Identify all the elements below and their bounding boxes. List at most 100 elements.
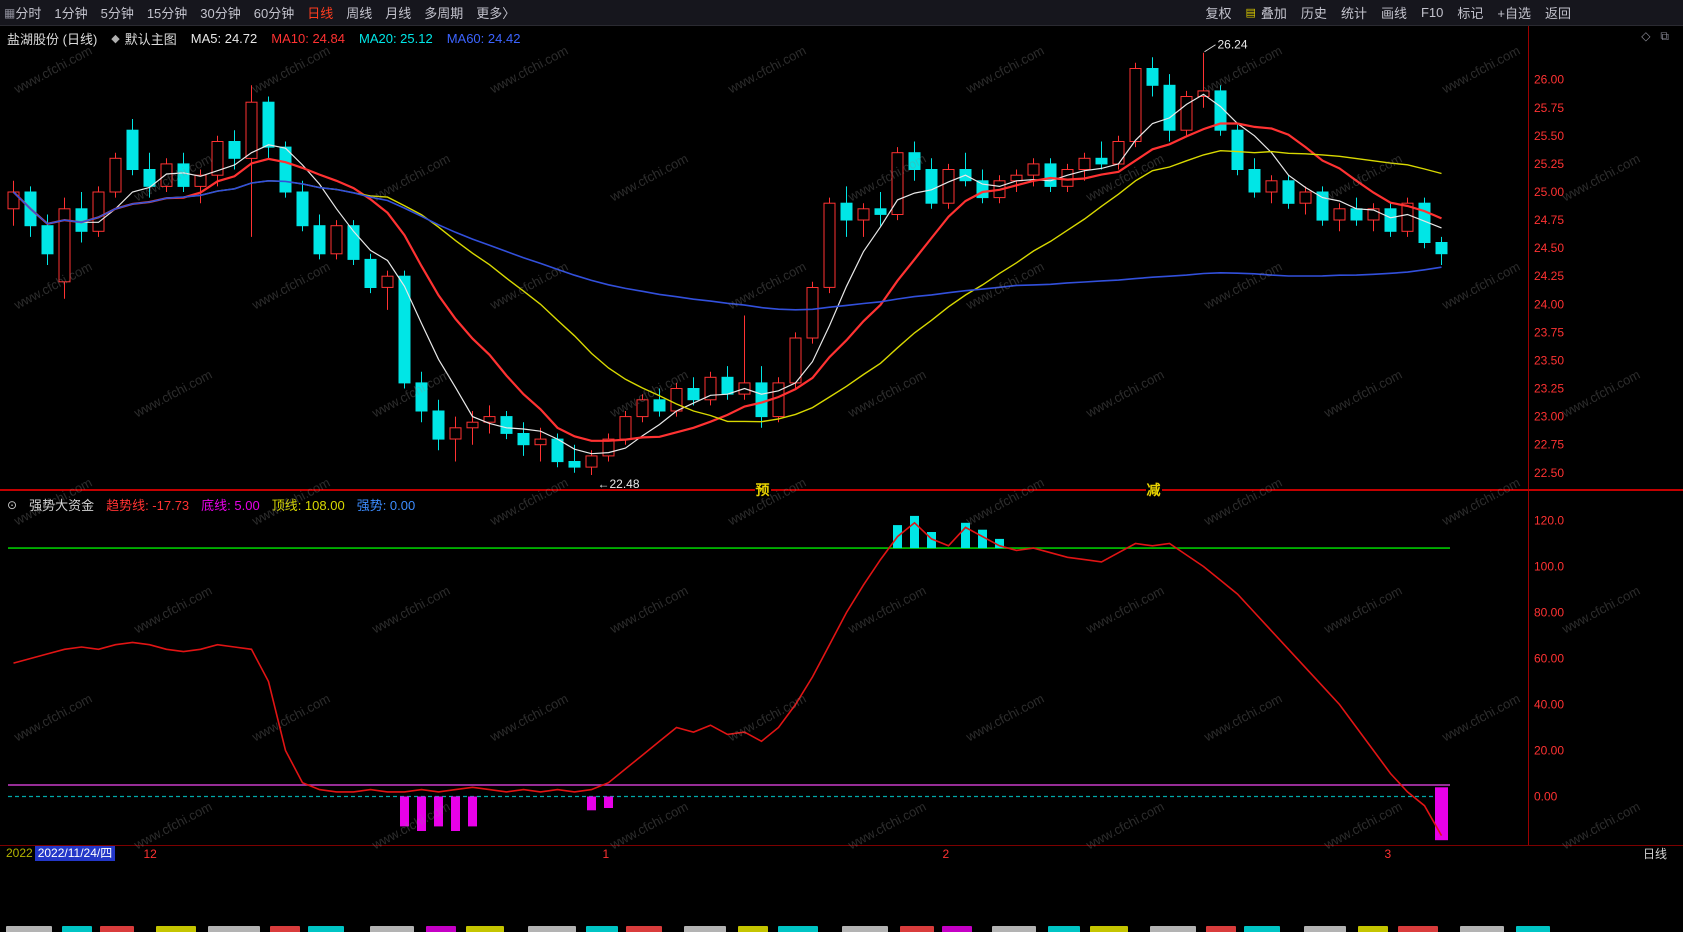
header-icons: ◇ ⧉ (1641, 29, 1669, 44)
indicator-tick: 120.0 (1534, 514, 1564, 528)
event-mark-减[interactable]: 减 (1145, 482, 1162, 498)
ticker-fragment-9 (466, 926, 504, 932)
menu-item-日线[interactable]: 日线 (307, 6, 334, 21)
ticker-fragment-25 (1304, 926, 1346, 932)
indicator-header: ⊙ 强势大资金 趋势线: -17.73 底线: 5.00 顶线: 108.00 强势:… (7, 495, 415, 514)
menu-item-复权[interactable]: 复权 (1205, 6, 1232, 21)
indicator-field-趋势线: 趋势线: -17.73 (106, 498, 190, 513)
ticker-fragment-18 (942, 926, 972, 932)
menu-item-画线[interactable]: 画线 (1380, 6, 1407, 21)
menu-item-周线[interactable]: 周线 (346, 6, 373, 21)
price-tick: 23.00 (1534, 410, 1564, 424)
inflow-bar (978, 529, 987, 549)
ticker-fragment-28 (1460, 926, 1504, 932)
ticker-fragment-3 (156, 926, 196, 932)
menu-item-多周期[interactable]: 多周期 (424, 6, 464, 21)
ticker-fragment-16 (842, 926, 888, 932)
menu-item-标记[interactable]: 标记 (1457, 6, 1484, 21)
menu-item-分时[interactable]: 分时 (15, 6, 42, 21)
menu-item-叠加[interactable]: 叠加 (1260, 6, 1287, 21)
price-tick: 24.00 (1534, 297, 1564, 311)
menu-item-+自选[interactable]: +自选 (1497, 6, 1531, 21)
price-tick: 25.75 (1534, 101, 1564, 115)
price-tick: 25.00 (1534, 185, 1564, 199)
ma10-line (12, 122, 1442, 442)
menu-item-30分钟[interactable]: 30分钟 (200, 6, 241, 21)
indicator-tick: 80.00 (1534, 606, 1564, 620)
popout-window-icon[interactable]: ⧉ (1660, 29, 1669, 43)
date-axis: 2022 2022/11/24/四 12 1 2 3 日线 (0, 845, 1683, 862)
ma-value-ma10: MA10: 24.84 (271, 31, 345, 46)
indicator-name[interactable]: 强势大资金 (29, 498, 95, 513)
period-label: 日线 (1642, 847, 1667, 861)
overlay-label[interactable]: 默认主图 (124, 32, 177, 47)
year-label: 2022 (6, 846, 33, 860)
ma-value-ma20: MA20: 25.12 (358, 31, 433, 46)
app-grid-icon[interactable]: ▦ (4, 5, 16, 20)
price-tick: 22.75 (1534, 438, 1564, 452)
candles-layer (7, 52, 1448, 475)
fund-indicator-chart[interactable]: 120.0 100.0 80.00 60.00 40.00 20.00 0.00 (0, 491, 1683, 845)
main-chart-header: 盐湖股份 (日线) ◆ 默认主图 MA5: 24.72 MA10: 24.84 MA… (7, 29, 520, 48)
price-tick: 25.25 (1534, 157, 1564, 171)
outflow-bar (1435, 787, 1448, 841)
menu-item-F10[interactable]: F10 (1420, 5, 1444, 20)
clipped-ticker-strip (0, 925, 1683, 932)
outflow-bar (587, 796, 596, 811)
price-tick: 26.00 (1534, 73, 1564, 87)
ticker-fragment-27 (1398, 926, 1438, 932)
low-annotation: ←22.48 (598, 477, 640, 489)
menu-item-更多〉[interactable]: 更多〉 (476, 6, 516, 21)
menu-item-5分钟[interactable]: 5分钟 (100, 6, 134, 21)
menu-item-返回[interactable]: 返回 (1544, 6, 1571, 21)
ticker-fragment-2 (100, 926, 134, 932)
overlay-stack-icon: ▤ (1245, 7, 1256, 19)
ticker-fragment-0 (6, 926, 52, 932)
month-mark-1: 1 (602, 847, 610, 861)
ticker-fragment-22 (1150, 926, 1196, 932)
inflow-bar (910, 515, 919, 549)
main-candlestick-chart[interactable]: 26.24 ←22.48 26.00 25.75 25.50 25.25 25.00 24.7… (0, 26, 1683, 489)
indicator-collapse-icon[interactable]: ⊙ (7, 497, 18, 512)
month-mark-3: 3 (1384, 847, 1392, 861)
outflow-bar (451, 796, 460, 831)
ticker-fragment-23 (1206, 926, 1236, 932)
price-tick: 24.25 (1534, 269, 1564, 283)
menu-item-1分钟[interactable]: 1分钟 (54, 6, 88, 21)
indicator-field-顶线: 顶线: 108.00 (271, 498, 345, 513)
outflow-bar (417, 796, 426, 831)
inflow-bar (927, 532, 936, 549)
stock-title[interactable]: 盐湖股份 (日线) (7, 32, 98, 47)
ma-value-ma60: MA60: 24.42 (446, 31, 521, 46)
menu-item-60分钟[interactable]: 60分钟 (253, 6, 295, 21)
indicator-field-底线: 底线: 5.00 (201, 498, 260, 513)
menu-item-月线[interactable]: 月线 (385, 6, 412, 21)
menu-item-统计[interactable]: 统计 (1340, 6, 1367, 21)
ma-value-ma5: MA5: 24.72 (190, 31, 258, 46)
ma-values: MA5: 24.72 MA10: 24.84 MA20: 25.12 MA60: 24… (191, 31, 521, 46)
indicator-tick: 20.00 (1534, 744, 1564, 758)
price-tick: 23.25 (1534, 382, 1564, 396)
outflow-bar (400, 796, 409, 827)
ticker-fragment-21 (1090, 926, 1128, 932)
price-tick: 23.75 (1534, 325, 1564, 339)
ticker-fragment-14 (738, 926, 768, 932)
ticker-fragment-15 (778, 926, 818, 932)
price-tick: 24.75 (1534, 213, 1564, 227)
ticker-fragment-4 (208, 926, 260, 932)
menu-item-历史[interactable]: 历史 (1300, 6, 1327, 21)
menu-item-15分钟[interactable]: 15分钟 (146, 6, 188, 21)
diamond-outline-icon[interactable]: ◇ (1641, 29, 1651, 43)
ticker-fragment-1 (62, 926, 92, 932)
outflow-bar (604, 796, 613, 808)
indicator-section: 120.0 100.0 80.00 60.00 40.00 20.00 0.00 ⊙ 强势大… (0, 491, 1683, 845)
indicator-tick: 100.0 (1534, 560, 1564, 574)
ticker-fragment-5 (270, 926, 300, 932)
selected-date-box[interactable]: 2022/11/24/四 (34, 846, 116, 861)
price-tick: 25.50 (1534, 129, 1564, 143)
outflow-bar (434, 796, 443, 827)
price-tick: 24.50 (1534, 241, 1564, 255)
event-mark-预[interactable]: 预 (754, 482, 771, 498)
chart-area: 26.24 ←22.48 26.00 25.75 25.50 25.25 25.00 24.7… (0, 26, 1683, 932)
